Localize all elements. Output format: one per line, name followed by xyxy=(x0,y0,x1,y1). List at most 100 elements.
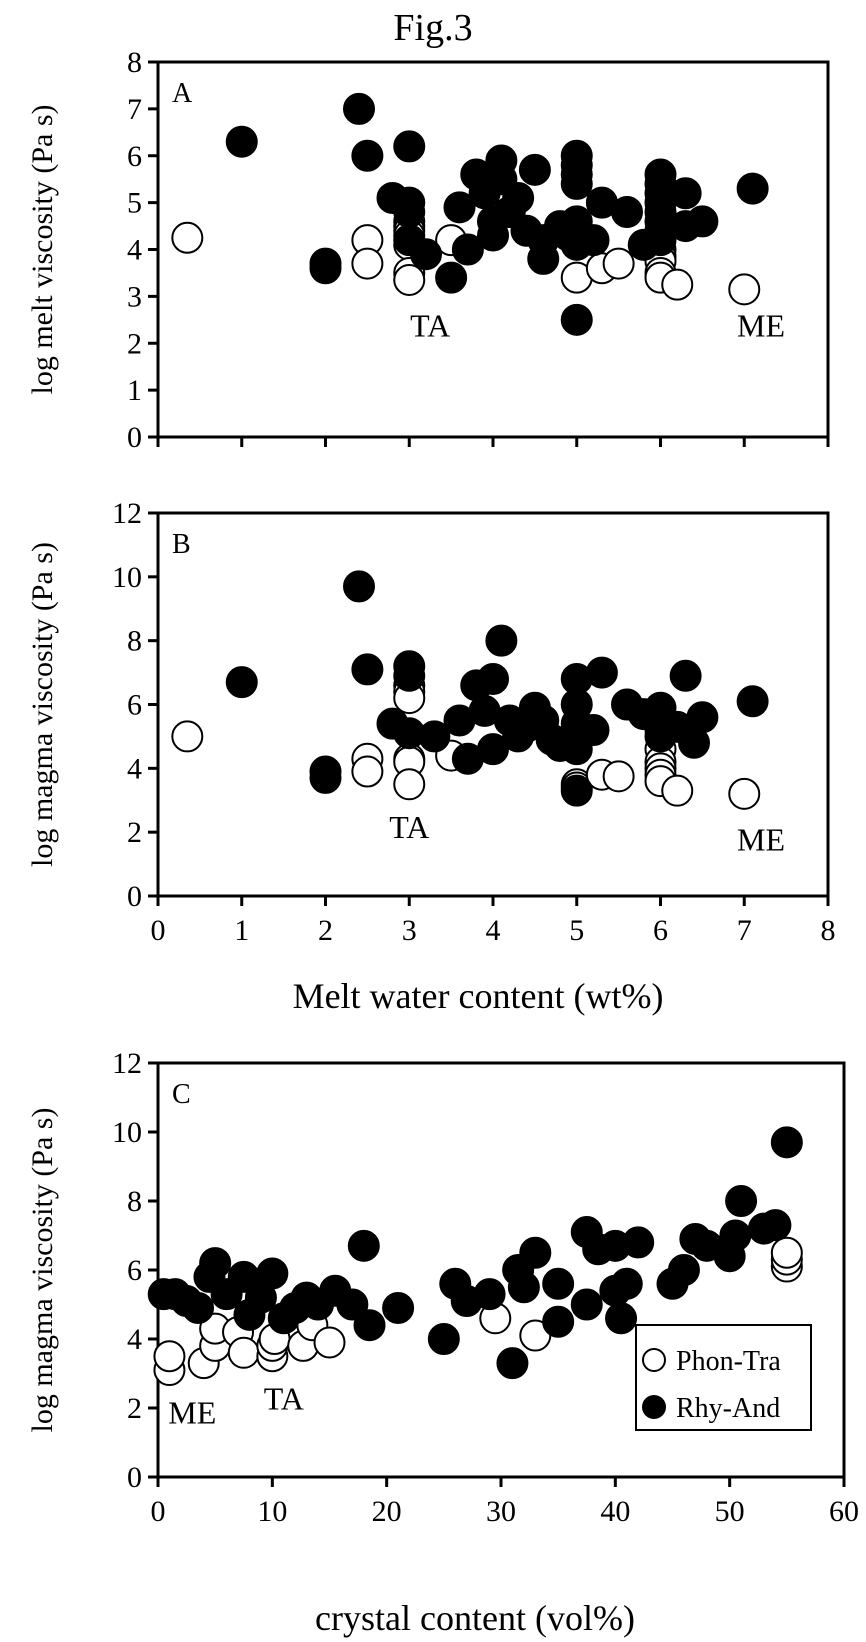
panel-c-x-tick-label: 20 xyxy=(372,1495,402,1528)
panel-c-rhy-and-point xyxy=(542,1267,575,1300)
panel-b-phon-tra-point xyxy=(728,777,761,810)
panel-c-rhy-and-point xyxy=(347,1229,380,1262)
panel-a-y-tick-label: 8 xyxy=(127,46,142,79)
panel-b-phon-tra-point xyxy=(661,774,694,807)
panel-b-x-tick-label: 4 xyxy=(486,914,501,947)
panel-a-y-tick-label: 2 xyxy=(127,327,142,360)
panel-a-phon-tra-point xyxy=(393,263,426,296)
panel-a-rhy-and-point xyxy=(518,153,551,186)
legend-filled-marker xyxy=(642,1395,666,1419)
panel-a-rhy-and-point xyxy=(644,224,677,257)
panel-c-rhy-and-point xyxy=(605,1302,638,1335)
panel-b-phon-tra-point xyxy=(393,768,426,801)
panel-a-rhy-and-point xyxy=(451,233,484,266)
panel-b-rhy-and-point xyxy=(351,653,384,686)
panel-b-x-tick-label: 7 xyxy=(737,914,752,947)
panel-c-phon-tra-point xyxy=(313,1326,346,1359)
panel-b-annotation: TA xyxy=(389,809,429,845)
panel-b-x-axis-label: Melt water content (wt%) xyxy=(293,976,664,1016)
panel-c-y-tick-label: 2 xyxy=(127,1392,142,1425)
panel-c-x-tick-label: 0 xyxy=(151,1495,166,1528)
panel-c-y-tick-label: 0 xyxy=(127,1461,142,1494)
panel-b-rhy-and-point xyxy=(477,733,509,766)
panel-a-rhy-and-point xyxy=(309,252,342,285)
panel-c-rhy-and-point xyxy=(427,1323,460,1355)
panel-a-y-tick-label: 3 xyxy=(127,280,142,313)
panel-c-rhy-and-point xyxy=(507,1271,540,1304)
panel-b-y-tick-label: 8 xyxy=(127,625,142,658)
panel-a-rhy-and-point xyxy=(669,177,702,210)
panel-b-y-tick-label: 10 xyxy=(112,561,142,594)
panel-b-annotation: ME xyxy=(737,822,785,858)
legend-open-label: Phon-Tra xyxy=(676,1346,781,1377)
panel-a-y-axis-label: log melt viscosity (Pa s) xyxy=(26,105,59,395)
panel-c-rhy-and-point xyxy=(759,1209,792,1242)
panel-b-phon-tra-point xyxy=(602,760,635,793)
panel-b-x-tick-label: 0 xyxy=(151,914,166,947)
panel-c-y-tick-label: 10 xyxy=(112,1116,142,1149)
panel-a-rhy-and-point xyxy=(502,181,535,214)
panel-c-y-tick-label: 4 xyxy=(127,1323,142,1356)
panel-c-rhy-and-point xyxy=(336,1288,369,1321)
panel-c-phon-tra-point xyxy=(153,1340,186,1373)
panel-a-rhy-and-point xyxy=(343,92,375,125)
panel-c-rhy-and-point xyxy=(496,1347,529,1380)
panel-a-rhy-and-point xyxy=(560,167,593,200)
panel-a-rhy-and-point xyxy=(443,191,476,224)
panel-c-y-tick-label: 8 xyxy=(127,1185,142,1218)
panel-c-x-tick-label: 60 xyxy=(829,1495,859,1528)
panel-a-chart: 0 1 2 3 4 5 6 7 8 log melt viscosity (Pa s) A TA ME xyxy=(26,46,830,454)
panel-b-y-tick-label: 0 xyxy=(127,880,142,913)
panel-b-phon-tra-point xyxy=(171,720,204,753)
panel-c-rhy-and-point xyxy=(473,1278,506,1311)
panel-b-y-tick-label: 4 xyxy=(127,752,142,785)
panel-a-y-tick-label: 6 xyxy=(127,140,142,173)
panel-b-rhy-and-point xyxy=(309,761,342,794)
panel-c-annotation: TA xyxy=(264,1381,304,1417)
panel-a-rhy-and-point xyxy=(393,130,426,163)
panel-a-y-tick-label: 7 xyxy=(127,93,142,126)
panel-c-phon-tra-point xyxy=(227,1336,260,1369)
panel-b-rhy-and-point xyxy=(669,659,702,692)
panel-b-x-tick-label: 3 xyxy=(402,914,417,947)
panel-b-rhy-and-point xyxy=(477,662,509,695)
panel-c-rhy-and-point xyxy=(182,1291,215,1324)
panel-a-rhy-and-point xyxy=(477,219,509,252)
panel-b-y-tick-label: 2 xyxy=(127,816,142,849)
panel-b-x-tick-label: 5 xyxy=(569,914,584,947)
panel-a-y-tick-label: 5 xyxy=(127,187,142,220)
legend-box xyxy=(635,1324,812,1431)
panel-a-rhy-and-point xyxy=(560,303,593,336)
panel-b-y-axis-label: log magma viscosity (Pa s) xyxy=(26,542,59,867)
panel-b-x-tick-label: 1 xyxy=(234,914,249,947)
panel-c-chart: 0 2 4 6 8 10 12 0 10 20 30 40 50 60 log magma viscosit… xyxy=(26,1047,859,1528)
panel-b-x-tick-label: 6 xyxy=(653,914,668,947)
panel-c-rhy-and-point xyxy=(382,1291,415,1324)
panel-b-y-tick-label: 12 xyxy=(112,497,142,530)
panel-c-rhy-and-point xyxy=(719,1219,752,1252)
panel-c-y-tick-label: 12 xyxy=(112,1047,142,1080)
panel-b-x-tick-label: 8 xyxy=(821,914,836,947)
panel-a-rhy-and-point xyxy=(351,139,384,172)
panel-b-x-tick-label: 2 xyxy=(318,914,333,947)
panel-a-rhy-and-point xyxy=(225,125,258,158)
panel-a-y-tick-label: 4 xyxy=(127,234,142,267)
panel-b-rhy-and-point xyxy=(585,656,618,689)
panel-c-rhy-and-point xyxy=(570,1288,603,1321)
panel-c-rhy-and-point xyxy=(622,1226,655,1259)
panel-b-rhy-and-point xyxy=(393,659,426,692)
legend-filled-label: Rhy-And xyxy=(676,1393,780,1424)
panel-c-rhy-and-point xyxy=(667,1254,700,1286)
panel-a-rhy-and-point xyxy=(611,196,643,228)
panel-b-rhy-and-point xyxy=(485,624,518,657)
panel-c-rhy-and-point xyxy=(256,1257,289,1290)
legend: Phon-Tra Rhy-And xyxy=(635,1324,812,1431)
panel-c-annotation: ME xyxy=(168,1394,216,1430)
panel-b-rhy-and-point xyxy=(577,714,610,747)
panel-c-rhy-and-point xyxy=(542,1305,575,1338)
panel-b-rhy-and-point xyxy=(560,774,593,807)
panel-c-y-axis-label: log magma viscosity (Pa s) xyxy=(26,1108,59,1433)
legend-open-marker xyxy=(642,1348,666,1372)
